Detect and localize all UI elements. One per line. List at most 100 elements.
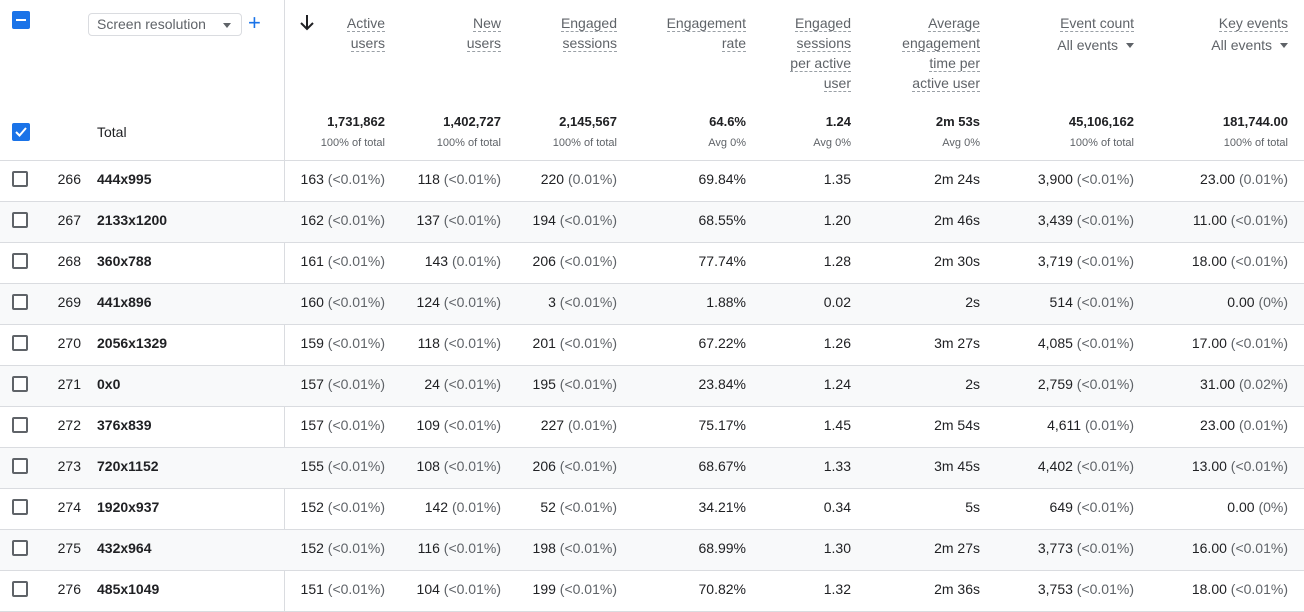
total-percent-label: 100% of total [1069, 137, 1134, 149]
cell-key-events: 23.00 (0.01%) [1158, 417, 1288, 433]
cell-value: 2,759 [1037, 376, 1073, 392]
row-checkbox[interactable] [12, 499, 28, 515]
cell-value: 198 [532, 540, 556, 556]
cell-percent: (<0.01%) [559, 499, 617, 515]
cell-engaged-per-user: 0.34 [721, 499, 851, 515]
row-checkbox[interactable] [12, 540, 28, 556]
cell-value: 159 [300, 335, 324, 351]
cell-value: 3,900 [1037, 171, 1073, 187]
row-checkbox[interactable] [12, 458, 28, 474]
column-header-engaged-per-user[interactable]: Engaged sessions per active user [721, 13, 851, 93]
cell-avg-time: 2m 54s [850, 417, 980, 433]
cell-engaged-sessions: 199 (<0.01%) [487, 581, 617, 597]
cell-avg-time: 2m 24s [850, 171, 980, 187]
column-header-label: per active [790, 55, 851, 72]
column-header-label: Engaged [560, 15, 617, 32]
cell-engaged-sessions: 198 (<0.01%) [487, 540, 617, 556]
cell-value: 124 [416, 294, 440, 310]
row-checkbox[interactable] [12, 294, 28, 310]
row-checkbox[interactable] [12, 417, 28, 433]
table-body: 266 444x995 163 (<0.01%) 118 (<0.01%) 220 (0… [0, 161, 1304, 612]
cell-value: 157 [300, 376, 324, 392]
select-all-checkbox[interactable] [12, 11, 30, 29]
total-percent-label: 100% of total [320, 137, 385, 149]
total-label: Total [97, 124, 127, 140]
cell-engaged-per-user: 1.35 [721, 171, 851, 187]
table-row[interactable]: 271 0x0 157 (<0.01%) 24 (<0.01%) 195 (<0.01%… [0, 366, 1304, 407]
cell-value: 4,402 [1037, 458, 1073, 474]
row-checkbox[interactable] [12, 212, 28, 228]
table-row[interactable]: 266 444x995 163 (<0.01%) 118 (<0.01%) 220 (0… [0, 161, 1304, 202]
table-row[interactable]: 273 720x1152 155 (<0.01%) 108 (<0.01%) 206 (… [0, 448, 1304, 489]
cell-key-events: 16.00 (<0.01%) [1158, 540, 1288, 556]
cell-event-count: 2,759 (<0.01%) [1004, 376, 1134, 392]
event-filter-dropdown[interactable]: All events [1004, 35, 1134, 55]
row-checkbox[interactable] [12, 253, 28, 269]
cell-value: 1.35 [823, 171, 851, 187]
row-checkbox[interactable] [12, 171, 28, 187]
dimension-select[interactable]: Screen resolution [88, 13, 242, 36]
cell-key-events: 18.00 (<0.01%) [1158, 581, 1288, 597]
check-icon [15, 127, 27, 137]
cell-percent: (<0.01%) [443, 581, 501, 597]
cell-percent: (<0.01%) [327, 540, 385, 556]
screen-resolution-value: 485x1049 [97, 581, 160, 597]
cell-value: 1.26 [823, 335, 851, 351]
table-row[interactable]: 268 360x788 161 (<0.01%) 143 (0.01%) 206 (<0… [0, 243, 1304, 284]
row-checkbox[interactable] [12, 581, 28, 597]
cell-key-events: 0.00 (0%) [1158, 499, 1288, 515]
cell-new-users: 104 (<0.01%) [371, 581, 501, 597]
column-header-label: users [350, 35, 385, 52]
cell-value: 206 [532, 458, 556, 474]
table-row[interactable]: 270 2056x1329 159 (<0.01%) 118 (<0.01%) 201 … [0, 325, 1304, 366]
add-dimension-icon[interactable]: + [248, 10, 261, 35]
column-header-new-users[interactable]: New users [371, 13, 501, 53]
row-index: 276 [57, 581, 81, 597]
total-percent-label: 100% of total [1223, 137, 1288, 149]
column-header-event-count[interactable]: Event count All events [1004, 13, 1134, 55]
table-row[interactable]: 269 441x896 160 (<0.01%) 124 (<0.01%) 3 (<0.… [0, 284, 1304, 325]
cell-value: 52 [540, 499, 556, 515]
table-row[interactable]: 267 2133x1200 162 (<0.01%) 137 (<0.01%) 194 … [0, 202, 1304, 243]
cell-engagement-rate: 69.84% [616, 171, 746, 187]
column-header-key-events[interactable]: Key events All events [1158, 13, 1288, 55]
table-row[interactable]: 274 1920x937 152 (<0.01%) 142 (0.01%) 52 (<0… [0, 489, 1304, 530]
cell-percent: (<0.01%) [327, 581, 385, 597]
cell-value: 195 [532, 376, 556, 392]
cell-percent: (<0.01%) [1076, 253, 1134, 269]
column-header-engagement-rate[interactable]: Engagement rate [616, 13, 746, 53]
cell-percent: (<0.01%) [1230, 335, 1288, 351]
row-checkbox[interactable] [12, 335, 28, 351]
table-row[interactable]: 276 485x1049 151 (<0.01%) 104 (<0.01%) 199 (… [0, 571, 1304, 612]
cell-engagement-rate: 68.99% [616, 540, 746, 556]
cell-percent: (0%) [1258, 499, 1288, 515]
cell-percent: (<0.01%) [443, 294, 501, 310]
cell-engaged-per-user: 1.26 [721, 335, 851, 351]
total-percent-label: Avg 0% [942, 137, 980, 149]
total-checkbox[interactable] [12, 123, 30, 141]
cell-key-events: 11.00 (<0.01%) [1158, 212, 1288, 228]
cell-percent: (<0.01%) [327, 253, 385, 269]
cell-value: 13.00 [1191, 458, 1227, 474]
column-header-active-users[interactable]: Active users [255, 13, 385, 53]
row-index: 273 [57, 458, 81, 474]
cell-value: 1.24 [823, 376, 851, 392]
screen-resolution-value: 432x964 [97, 540, 152, 556]
table-row[interactable]: 272 376x839 157 (<0.01%) 109 (<0.01%) 227 (0… [0, 407, 1304, 448]
column-header-avg-time[interactable]: Average engagement time per active user [850, 13, 980, 93]
cell-percent: (0.01%) [451, 499, 501, 515]
column-header-engaged-sessions[interactable]: Engaged sessions [487, 13, 617, 53]
sort-descending-icon[interactable] [298, 12, 316, 34]
event-filter-dropdown[interactable]: All events [1158, 35, 1288, 55]
cell-percent: (<0.01%) [559, 458, 617, 474]
cell-value: 151 [300, 581, 324, 597]
cell-percent: (<0.01%) [443, 376, 501, 392]
row-checkbox[interactable] [12, 376, 28, 392]
cell-percent: (0.01%) [451, 253, 501, 269]
total-percent-label: 100% of total [436, 137, 501, 149]
table-row[interactable]: 275 432x964 152 (<0.01%) 116 (<0.01%) 198 (<… [0, 530, 1304, 571]
screen-resolution-value: 1920x937 [97, 499, 160, 515]
cell-value: 116 [417, 540, 440, 556]
cell-engagement-rate: 75.17% [616, 417, 746, 433]
total-percent-label: Avg 0% [813, 137, 851, 149]
